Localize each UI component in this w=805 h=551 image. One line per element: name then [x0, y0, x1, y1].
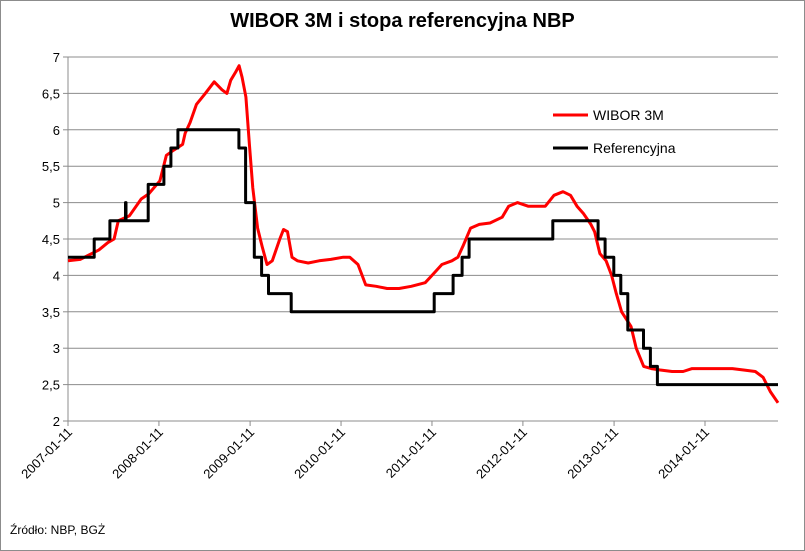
- y-tick-label: 2: [53, 414, 60, 429]
- legend-label: Referencyjna: [593, 140, 676, 156]
- x-tick-label: 2009-01-11: [200, 425, 257, 482]
- x-tick-label: 2013-01-11: [564, 425, 621, 482]
- y-tick-label: 6: [53, 123, 60, 138]
- chart-title: WIBOR 3M i stopa referencyjna NBP: [230, 10, 575, 32]
- gridlines: [68, 56, 778, 386]
- series-lines: [67, 64, 780, 404]
- y-tick-label: 5,5: [42, 159, 60, 174]
- y-axis-ticks: 2 2,5 3 3,5 4 4,5 5 5,5 6 6,5 7: [42, 50, 68, 429]
- x-tick-label: 2007-01-11: [18, 425, 75, 482]
- y-tick-label: 4,5: [42, 232, 60, 247]
- x-axis-ticks: 2007-01-11 2008-01-11 2009-01-11 2010-01-11…: [18, 421, 712, 481]
- x-tick-label: 2012-01-11: [473, 425, 530, 482]
- y-tick-label: 3: [53, 341, 60, 356]
- y-tick-label: 4: [53, 268, 60, 283]
- y-tick-label: 3,5: [42, 305, 60, 320]
- series-line-1: [68, 128, 778, 387]
- series-line-0: [67, 64, 780, 404]
- x-tick-label: 2008-01-11: [109, 425, 166, 482]
- x-tick-label: 2010-01-11: [291, 425, 348, 482]
- legend-label: WIBOR 3M: [593, 107, 664, 123]
- y-tick-label: 5: [53, 196, 60, 211]
- y-tick-label: 7: [53, 50, 60, 65]
- source-note: Źródło: NBP, BGŻ: [10, 523, 106, 537]
- y-tick-label: 2,5: [42, 378, 60, 393]
- x-tick-label: 2011-01-11: [383, 425, 439, 481]
- y-tick-label: 6,5: [42, 86, 60, 101]
- legend: WIBOR 3M Referencyjna: [553, 107, 676, 156]
- x-tick-label: 2014-01-11: [655, 425, 712, 482]
